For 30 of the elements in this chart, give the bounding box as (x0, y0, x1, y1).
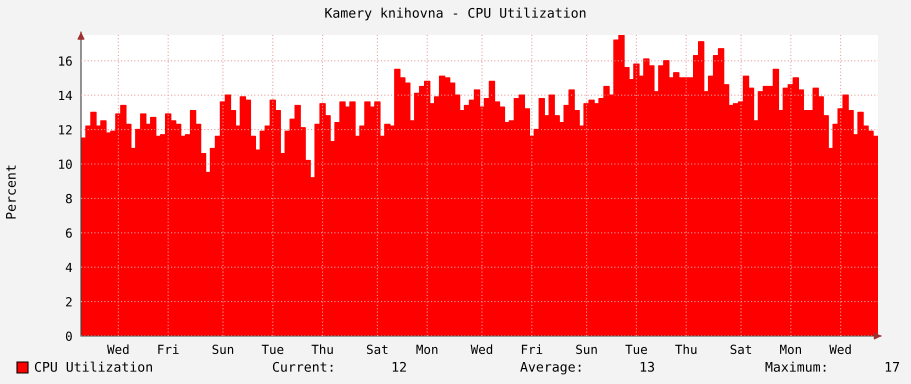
x-tick-label: Mon (780, 344, 802, 354)
x-tick-label: Sat (366, 344, 388, 354)
y-tick-label: 16 (59, 56, 72, 66)
y-tick-label: 6 (66, 228, 72, 238)
x-tick-label: Thu (312, 344, 333, 354)
x-tick-label: Wed (829, 344, 851, 354)
chart-title: Kamery knihovna - CPU Utilization (325, 8, 586, 20)
y-tick-label: 14 (59, 90, 72, 100)
y-tick-label: 10 (59, 160, 72, 169)
x-tick-label: Thu (675, 344, 696, 354)
y-axis-title: Percent (6, 165, 16, 219)
y-tick-label: 8 (66, 194, 72, 204)
y-tick-label: 0 (66, 332, 72, 341)
series-label: CPU Utilization (34, 362, 152, 372)
x-tick-label: Tue (262, 344, 284, 354)
y-tick-label: 4 (66, 262, 72, 272)
text: Maximum: 17 (766, 362, 900, 372)
text: Average: 13 (520, 362, 654, 374)
x-tick-label: Fri (158, 344, 179, 354)
y-tick-label: 2 (66, 297, 72, 306)
x-tick-label: Tue (625, 344, 647, 354)
x-tick-label: Sat (730, 344, 752, 354)
x-tick-label: Mon (416, 344, 438, 354)
x-tick-label: Sun (212, 344, 234, 354)
text: Current: 12 (272, 362, 406, 372)
x-tick-label: Sun (576, 344, 597, 354)
x-tick-label: Wed (107, 344, 128, 354)
y-tick-label: 12 (59, 125, 72, 134)
x-tick-label: Wed (470, 344, 492, 354)
x-tick-label: Fri (522, 344, 542, 354)
